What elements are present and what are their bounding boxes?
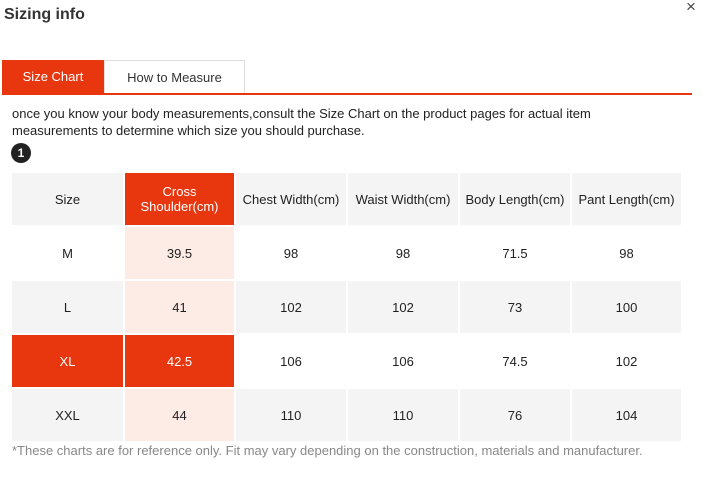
table-cell: 102 <box>236 281 346 333</box>
table-cell: 110 <box>236 389 346 441</box>
table-cell: 110 <box>348 389 458 441</box>
table-cell: 98 <box>348 227 458 279</box>
table-cell: 104 <box>572 389 681 441</box>
table-cell: 102 <box>348 281 458 333</box>
size-table: Size Cross Shoulder(cm) Chest Width(cm) Wai… <box>12 173 681 441</box>
table-cell: 73 <box>460 281 570 333</box>
tab-rule <box>2 93 692 95</box>
table-cell: XL <box>12 335 123 387</box>
table-cell: 102 <box>572 335 681 387</box>
table-cell: L <box>12 281 123 333</box>
table-cell: 76 <box>460 389 570 441</box>
table-cell: 98 <box>572 227 681 279</box>
table-cell: 42.5 <box>125 335 234 387</box>
table-cell: 74.5 <box>460 335 570 387</box>
table-cell: M <box>12 227 123 279</box>
tab[interactable]: Size Chart <box>2 60 104 93</box>
table-cell: 106 <box>236 335 346 387</box>
footnote: *These charts are for reference only. Fi… <box>12 443 643 458</box>
column-header: Waist Width(cm) <box>348 173 458 225</box>
table-cell: 39.5 <box>125 227 234 279</box>
description: once you know your body measurements,con… <box>12 106 591 138</box>
table-cell: 41 <box>125 281 234 333</box>
title: Sizing info <box>4 6 85 23</box>
badge: 1 <box>11 143 31 163</box>
table-cell: 106 <box>348 335 458 387</box>
close-button[interactable]: × <box>686 0 696 16</box>
column-header: Chest Width(cm) <box>236 173 346 225</box>
table-cell: 100 <box>572 281 681 333</box>
table-cell: XXL <box>12 389 123 441</box>
table-cell: 44 <box>125 389 234 441</box>
table-cell: 71.5 <box>460 227 570 279</box>
column-header: Pant Length(cm) <box>572 173 681 225</box>
column-header: Cross Shoulder(cm) <box>125 173 234 225</box>
table-cell: 98 <box>236 227 346 279</box>
tab[interactable]: How to Measure <box>104 60 245 93</box>
column-header: Body Length(cm) <box>460 173 570 225</box>
column-header: Size <box>12 173 123 225</box>
